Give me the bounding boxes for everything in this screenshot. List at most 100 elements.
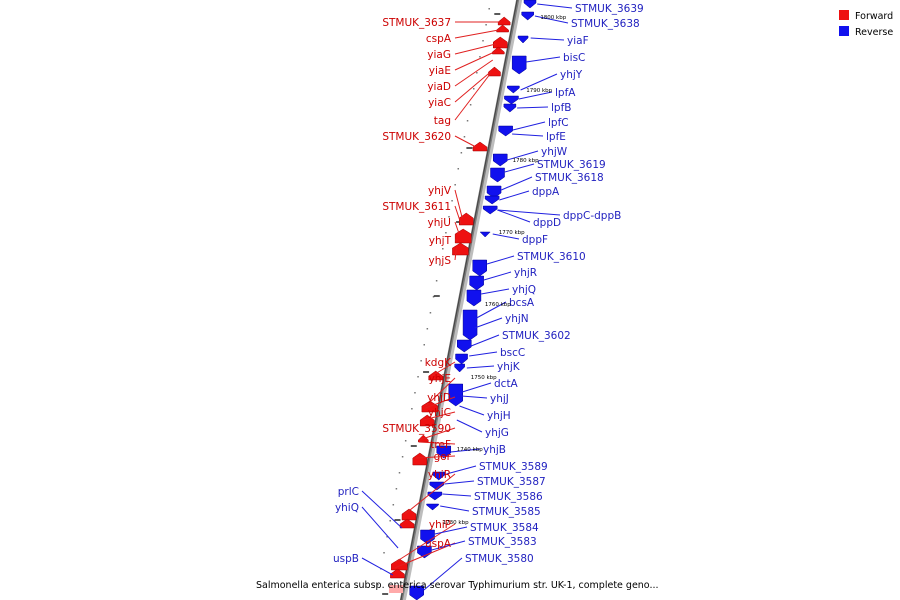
gene-label[interactable]: yhiR bbox=[428, 469, 451, 481]
gene-label[interactable]: gor bbox=[434, 451, 452, 463]
gene-label[interactable]: STMUK_3610 bbox=[517, 251, 586, 263]
reverse-gene-glyph[interactable] bbox=[469, 275, 484, 291]
forward-gene-glyph[interactable] bbox=[454, 228, 472, 244]
gene-label[interactable]: tag bbox=[434, 115, 451, 127]
gene-label[interactable]: STMUK_3639 bbox=[575, 3, 644, 15]
gene-label[interactable]: yiaG bbox=[427, 49, 451, 61]
reverse-gene-glyph[interactable] bbox=[420, 529, 435, 545]
gene-label[interactable]: yhjG bbox=[485, 427, 509, 439]
reverse-gene-glyph[interactable] bbox=[507, 85, 520, 94]
gene-label[interactable]: STMUK_3583 bbox=[468, 536, 537, 548]
forward-gene-glyph[interactable] bbox=[412, 452, 428, 466]
gene-label[interactable]: yhjD bbox=[427, 392, 451, 404]
gene-label[interactable]: dppC-dppB bbox=[563, 210, 621, 222]
forward-gene-glyph[interactable] bbox=[452, 242, 469, 256]
reverse-gene-glyph[interactable] bbox=[482, 205, 498, 215]
gene-label[interactable]: yhjK bbox=[497, 361, 521, 373]
gene-label[interactable]: yhjW bbox=[541, 146, 568, 158]
gene-label[interactable]: dctA bbox=[494, 378, 519, 390]
reverse-gene-glyph[interactable] bbox=[490, 167, 505, 183]
gene-label[interactable]: yhjH bbox=[487, 410, 511, 422]
gene-label[interactable]: yhjR bbox=[514, 267, 537, 279]
gene-label[interactable]: STMUK_3638 bbox=[571, 18, 640, 30]
gene-label[interactable]: STMUK_3637 bbox=[382, 17, 451, 29]
forward-gene-glyph[interactable] bbox=[493, 36, 508, 49]
forward-gene-glyph[interactable] bbox=[428, 370, 443, 381]
gene-label[interactable]: treF bbox=[430, 439, 451, 451]
reverse-gene-glyph[interactable] bbox=[472, 259, 487, 277]
gene-label[interactable]: lpfB bbox=[551, 102, 571, 114]
gene-label[interactable]: STMUK_3580 bbox=[465, 553, 534, 565]
gene-label[interactable]: yiaF bbox=[567, 35, 589, 47]
forward-gene-glyph[interactable] bbox=[497, 16, 511, 26]
gene-label[interactable]: yhjE bbox=[429, 373, 451, 385]
gene-label[interactable]: yiaC bbox=[428, 97, 451, 109]
gene-label[interactable]: yhjT bbox=[429, 235, 452, 247]
gene-label[interactable]: STMUK_3587 bbox=[477, 476, 546, 488]
reverse-gene-glyph[interactable] bbox=[427, 491, 443, 501]
gene-label[interactable]: yhjY bbox=[560, 69, 583, 81]
reverse-gene-glyph[interactable] bbox=[448, 383, 464, 407]
gene-label[interactable]: yhjN bbox=[505, 313, 529, 325]
reverse-gene-glyph[interactable] bbox=[426, 503, 439, 511]
reverse-gene-glyph[interactable] bbox=[462, 309, 478, 341]
gene-label[interactable]: yiaE bbox=[429, 65, 451, 77]
forward-gene-glyph[interactable] bbox=[496, 24, 509, 33]
gene-label[interactable]: yhjV bbox=[428, 185, 452, 197]
gene-label[interactable]: STMUK_3611 bbox=[382, 201, 451, 213]
gene-label[interactable]: STMUK_3586 bbox=[474, 491, 543, 503]
forward-gene-glyph[interactable] bbox=[389, 585, 403, 593]
gene-label[interactable]: yhjJ bbox=[490, 393, 509, 405]
reverse-gene-glyph[interactable] bbox=[432, 471, 445, 481]
reverse-gene-glyph[interactable] bbox=[466, 289, 482, 307]
gene-label[interactable]: yhjB bbox=[483, 444, 506, 456]
reverse-gene-glyph[interactable] bbox=[511, 55, 527, 75]
gene-label[interactable]: bscC bbox=[500, 347, 525, 359]
gene-label[interactable]: yhjS bbox=[429, 255, 452, 267]
reverse-gene-glyph[interactable] bbox=[479, 231, 491, 238]
gene-label[interactable]: yhiP bbox=[429, 519, 451, 531]
gene-label[interactable]: STMUK_3590 bbox=[382, 423, 451, 435]
reverse-gene-glyph[interactable] bbox=[523, 0, 537, 9]
gene-label[interactable]: yhjQ bbox=[512, 284, 536, 296]
gene-label[interactable]: STMUK_3602 bbox=[502, 330, 571, 342]
gene-label[interactable]: lpfA bbox=[555, 87, 576, 99]
reverse-gene-glyph[interactable] bbox=[504, 95, 519, 105]
gene-label[interactable]: STMUK_3619 bbox=[537, 159, 606, 171]
forward-gene-glyph[interactable] bbox=[472, 141, 488, 152]
gene-label[interactable]: lpfE bbox=[546, 131, 566, 143]
forward-gene-glyph[interactable] bbox=[390, 568, 405, 579]
gene-label[interactable]: STMUK_3585 bbox=[472, 506, 541, 518]
reverse-gene-glyph[interactable] bbox=[417, 545, 432, 559]
gene-label[interactable]: uspA bbox=[425, 538, 452, 550]
gene-label[interactable]: dppF bbox=[522, 234, 548, 246]
reverse-gene-glyph[interactable] bbox=[484, 195, 500, 205]
reverse-gene-glyph[interactable] bbox=[454, 363, 465, 373]
gene-label[interactable]: yhjU bbox=[428, 217, 451, 229]
reverse-gene-glyph[interactable] bbox=[436, 445, 452, 459]
reverse-gene-glyph[interactable] bbox=[429, 481, 445, 491]
forward-gene-glyph[interactable] bbox=[488, 66, 501, 77]
gene-label[interactable]: prlC bbox=[338, 486, 359, 498]
gene-label[interactable]: bisC bbox=[563, 52, 585, 64]
forward-gene-glyph[interactable] bbox=[492, 46, 505, 55]
reverse-gene-glyph[interactable] bbox=[517, 35, 529, 44]
gene-label[interactable]: bcsA bbox=[509, 297, 535, 309]
gene-label[interactable]: uspB bbox=[333, 553, 359, 565]
reverse-gene-glyph[interactable] bbox=[457, 339, 472, 353]
gene-label[interactable]: yhiQ bbox=[335, 502, 359, 514]
reverse-gene-glyph[interactable] bbox=[521, 11, 534, 21]
forward-gene-glyph[interactable] bbox=[391, 558, 408, 571]
reverse-gene-glyph[interactable] bbox=[455, 353, 468, 365]
gene-label[interactable]: STMUK_3618 bbox=[535, 172, 604, 184]
gene-label[interactable]: yiaD bbox=[427, 81, 451, 93]
gene-label[interactable]: lpfC bbox=[548, 117, 569, 129]
gene-label[interactable]: dppD bbox=[533, 217, 561, 229]
reverse-gene-glyph[interactable] bbox=[498, 125, 513, 137]
reverse-gene-glyph[interactable] bbox=[486, 185, 502, 199]
gene-label[interactable]: dppA bbox=[532, 186, 560, 198]
forward-gene-glyph[interactable] bbox=[399, 518, 415, 529]
gene-label[interactable]: STMUK_3589 bbox=[479, 461, 548, 473]
gene-label[interactable]: kdgK bbox=[425, 357, 452, 369]
gene-label[interactable]: yhjC bbox=[428, 407, 451, 419]
